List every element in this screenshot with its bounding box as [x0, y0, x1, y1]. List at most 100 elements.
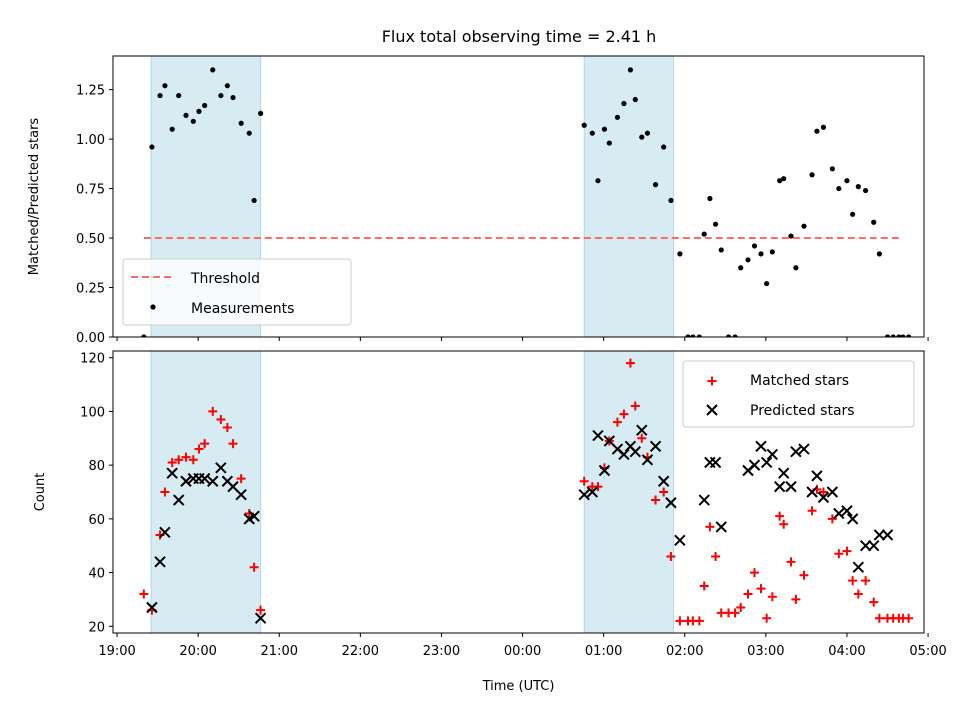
y-tick-label: 100	[80, 405, 105, 420]
axes-frame	[112, 55, 925, 338]
predicted-point	[166, 467, 178, 479]
measurement-point	[595, 178, 601, 184]
measurement-point	[246, 130, 252, 136]
y-tick-label: 1.00	[76, 133, 105, 148]
predicted-point	[207, 475, 219, 487]
predicted-point	[674, 534, 686, 547]
measurement-point	[890, 334, 896, 337]
measurement-point	[871, 219, 877, 225]
measurement-point	[677, 251, 683, 257]
matched-point	[160, 487, 170, 497]
predicted-point	[578, 488, 590, 501]
matched-point	[842, 546, 852, 556]
legend-measurement-swatch	[150, 304, 156, 310]
measurement-point	[900, 334, 906, 337]
predicted-point	[254, 612, 267, 624]
y-tick-label: 40	[88, 567, 105, 582]
measurement-point	[601, 126, 608, 132]
measurement-point	[621, 100, 627, 107]
measurement-point	[162, 83, 168, 89]
matched-point	[762, 613, 772, 623]
measurement-point	[238, 120, 244, 126]
predicted-point	[709, 456, 722, 469]
predicted-point	[248, 510, 260, 522]
matched-point	[750, 568, 760, 578]
legend-matched-swatch	[707, 376, 717, 386]
matched-point	[174, 455, 184, 465]
legend: Threshold Measurements	[122, 258, 352, 326]
x-tick-label: 21:00	[261, 644, 298, 659]
matched-point	[874, 613, 884, 623]
measurement-point	[788, 233, 794, 239]
x-tick-label: 19:00	[98, 644, 135, 659]
legend: Matched stars Predicted stars	[682, 360, 915, 428]
predicted-point	[618, 448, 630, 461]
measurement-point	[614, 114, 621, 120]
matched-point	[791, 594, 801, 604]
y-axis-label: Matched/Predicted stars	[27, 118, 42, 276]
matched-point	[730, 608, 740, 618]
predicted-point	[172, 494, 185, 506]
matched-point	[694, 616, 704, 626]
matched-point	[834, 549, 844, 559]
chart-title: Flux total observing time = 2.41 h	[382, 27, 657, 46]
measurement-point	[793, 265, 799, 271]
predicted-point	[198, 472, 211, 485]
measurement-point	[751, 243, 758, 249]
predicted-point	[636, 424, 648, 436]
predicted-point	[592, 429, 604, 442]
matched-point	[139, 589, 149, 599]
matched-point	[236, 474, 246, 484]
predicted-point	[154, 556, 166, 568]
count-panel: 20 40 60 80 100 120 19:00 20:00 21:00 22:00 23:00 0…	[33, 350, 947, 694]
y-tick-label: 80	[88, 459, 105, 474]
predicted-point	[755, 440, 767, 453]
measurement-point	[896, 334, 902, 337]
measurement-point	[652, 182, 659, 188]
legend-box	[122, 258, 352, 326]
matched-point	[775, 511, 785, 521]
measurement-point	[855, 184, 861, 190]
measurement-point	[769, 249, 775, 255]
predicted-point	[766, 448, 779, 461]
predicted-point	[826, 486, 839, 498]
predicted-point	[215, 462, 227, 474]
y-tick-label: 0.50	[76, 232, 105, 247]
measurement-point	[149, 144, 155, 150]
measurement-point	[190, 118, 196, 124]
measurement-point	[696, 334, 702, 337]
measurement-point	[690, 334, 696, 337]
predicted-point	[748, 459, 761, 471]
matched-point	[767, 592, 777, 602]
measurement-point	[176, 92, 182, 99]
measurement-point	[905, 334, 912, 337]
matched-point	[861, 576, 871, 586]
matched-point	[904, 613, 914, 623]
matched-point	[705, 522, 715, 532]
x-tick-label: 04:00	[828, 644, 865, 659]
matched-point	[222, 423, 232, 433]
matched-point	[256, 605, 266, 615]
x-tick-label: 00:00	[504, 644, 541, 659]
y-tick-label: 60	[88, 513, 105, 528]
matched-point	[743, 589, 753, 599]
measurement-point	[224, 83, 230, 89]
predicted-point	[859, 540, 872, 552]
measurement-point	[809, 172, 815, 178]
measurement-point	[606, 140, 612, 146]
predicted-point	[846, 513, 859, 525]
y-tick-label: 0.25	[76, 282, 105, 297]
measurement-point	[836, 185, 842, 192]
matched-point	[666, 551, 676, 561]
matched-point	[619, 409, 629, 419]
matched-point	[651, 495, 661, 505]
predicted-point	[657, 475, 670, 487]
measurement-point	[814, 128, 820, 134]
predicted-point	[760, 456, 773, 469]
measurement-point	[183, 112, 189, 118]
matched-point	[675, 616, 685, 626]
predicted-point	[773, 480, 786, 493]
predicted-point	[641, 454, 654, 466]
measurement-point	[863, 187, 869, 194]
